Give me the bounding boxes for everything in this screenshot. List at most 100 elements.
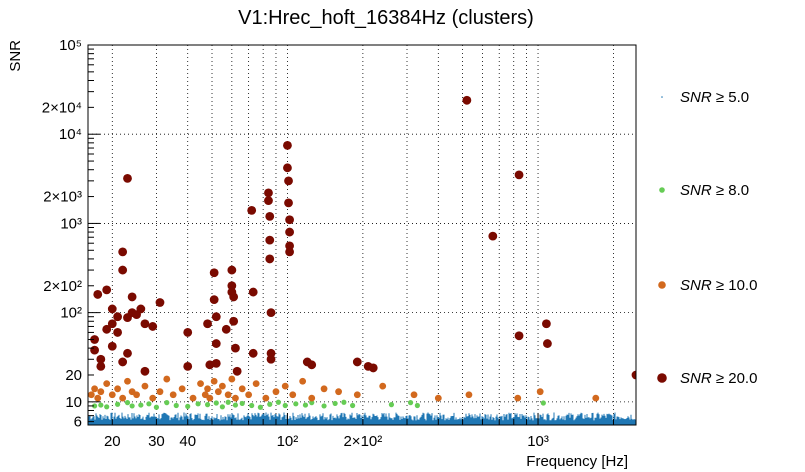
data-point	[185, 403, 191, 409]
data-point	[118, 357, 128, 367]
data-point	[114, 401, 121, 407]
x-tick-label: 2×10²	[343, 433, 382, 450]
data-point	[543, 339, 552, 348]
data-point	[231, 343, 240, 353]
data-point	[227, 265, 237, 275]
data-point	[227, 281, 237, 291]
data-point	[195, 401, 201, 407]
data-point	[103, 380, 111, 388]
legend-label-threshold: ≥ 5.0	[712, 89, 749, 106]
y-tick-label: 2×10²	[43, 278, 82, 295]
x-tick-label: 40	[179, 433, 196, 450]
legend-entry: SNR ≥ 10.0	[658, 277, 757, 294]
x-tick-label: 10²	[277, 433, 299, 450]
data-point	[209, 295, 219, 304]
y-tick-label: 2×10⁴	[42, 99, 82, 116]
data-point	[302, 402, 309, 408]
data-point	[341, 399, 347, 405]
data-point	[107, 304, 117, 314]
data-point	[93, 290, 103, 299]
y-tick-label: 20	[65, 367, 82, 384]
data-point	[124, 400, 131, 406]
series-3	[90, 95, 636, 380]
y-tick-label: 10⁴	[59, 126, 82, 143]
data-point	[388, 402, 395, 408]
data-point	[266, 308, 276, 318]
data-point	[155, 298, 165, 307]
chart-title: V1:Hrec_hoft_16384Hz (clusters)	[238, 7, 534, 29]
data-point	[465, 391, 473, 399]
legend-marker	[659, 187, 665, 193]
data-point	[462, 95, 472, 105]
data-point	[138, 402, 144, 408]
y-tick-label: 10³	[60, 215, 82, 232]
data-point	[97, 388, 105, 396]
data-point	[414, 402, 420, 409]
data-point	[221, 324, 231, 334]
data-point	[407, 400, 414, 406]
legend-entry: SNR ≥ 8.0	[659, 182, 749, 199]
data-point	[119, 394, 127, 402]
x-tick-label: 20	[104, 433, 121, 450]
data-point	[282, 402, 288, 409]
data-point	[204, 385, 211, 393]
data-point	[102, 324, 112, 334]
data-point	[265, 235, 275, 245]
data-point	[249, 402, 255, 409]
data-point	[140, 319, 150, 329]
data-point	[183, 328, 193, 337]
data-point	[169, 391, 177, 399]
data-point	[129, 403, 135, 409]
data-point	[219, 404, 225, 410]
data-point	[107, 319, 117, 329]
data-point	[153, 404, 160, 410]
data-point	[91, 403, 98, 409]
data-point	[232, 366, 242, 376]
data-point	[542, 319, 551, 329]
legend-label: SNR ≥ 5.0	[680, 89, 749, 106]
data-point	[265, 211, 275, 221]
data-point	[178, 385, 186, 393]
data-point	[320, 385, 328, 393]
data-point	[183, 361, 193, 371]
x-axis-label: Frequency [Hz]	[526, 453, 628, 470]
legend-label: SNR ≥ 20.0	[680, 370, 757, 387]
data-point	[350, 402, 356, 409]
legend-marker	[657, 373, 667, 383]
data-point	[214, 388, 222, 396]
data-point	[285, 227, 294, 237]
data-point	[96, 354, 106, 364]
legend-marker	[658, 281, 666, 289]
data-point	[96, 361, 106, 371]
data-point	[299, 377, 307, 385]
data-point	[225, 399, 231, 405]
data-point	[281, 382, 289, 390]
data-point	[285, 247, 294, 257]
axes: 20 30 40 10² 2×10² 10³ 6 10 20 10² 2×10² 10³ 2×10³ 10…	[42, 37, 614, 450]
data-point	[197, 380, 204, 388]
data-point	[91, 385, 98, 393]
data-point	[514, 331, 524, 341]
data-point	[265, 254, 275, 264]
data-point	[173, 402, 179, 409]
data-point	[104, 404, 110, 410]
data-point	[163, 375, 171, 383]
data-point	[90, 345, 99, 355]
data-point	[113, 328, 122, 337]
data-point	[209, 268, 219, 278]
legend-label-threshold: ≥ 8.0	[712, 182, 749, 199]
data-point	[127, 292, 137, 302]
data-point	[514, 394, 522, 402]
data-point	[434, 394, 442, 402]
data-point	[102, 285, 112, 295]
data-point	[141, 382, 149, 390]
data-point	[335, 388, 342, 396]
data-point	[189, 394, 197, 402]
data-point	[203, 319, 212, 329]
legend-entry: SNR ≥ 5.0	[661, 89, 749, 106]
data-point	[267, 401, 273, 407]
data-point	[284, 176, 293, 186]
data-point	[536, 388, 544, 396]
data-point	[123, 348, 132, 358]
